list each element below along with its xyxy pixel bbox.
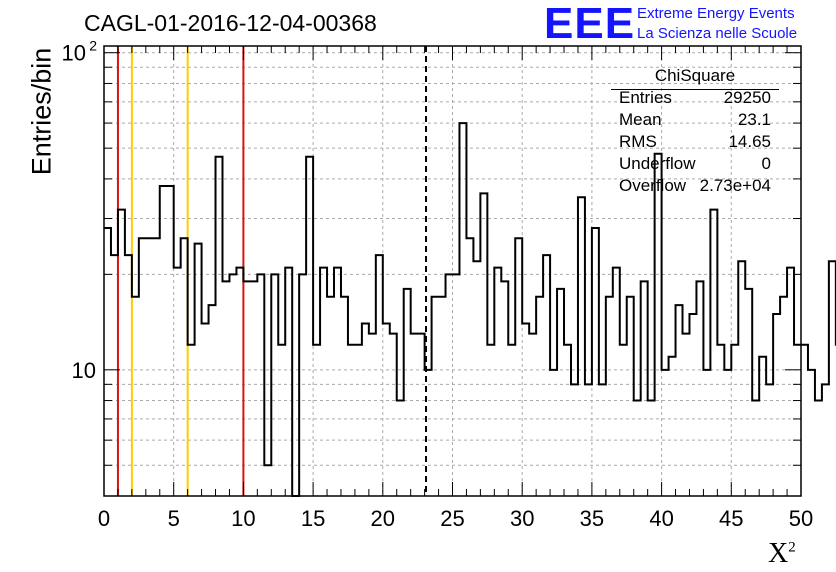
stats-value: 29250 <box>723 88 771 107</box>
stats-title: ChiSquare <box>654 66 736 85</box>
stats-key: Overflow <box>619 176 687 195</box>
stats-row-rms: RMS 14.65 <box>611 132 779 154</box>
x-tick-label: 25 <box>440 506 464 531</box>
x-axis-label-exponent: 2 <box>788 539 796 556</box>
stats-key: RMS <box>619 132 657 151</box>
x-tick-label: 35 <box>580 506 604 531</box>
stats-value: 2.73e+04 <box>699 176 771 195</box>
x-tick-label: 15 <box>301 506 325 531</box>
stats-value: 23.1 <box>737 110 771 129</box>
x-tick-label: 45 <box>719 506 743 531</box>
x-tick-label: 10 <box>231 506 255 531</box>
x-axis-label-base: X <box>768 538 789 569</box>
logo-line-1: Extreme Energy Events <box>637 5 795 22</box>
x-tick-label: 20 <box>371 506 395 531</box>
stats-value: 14.65 <box>728 132 771 151</box>
x-tick-label: 5 <box>168 506 180 531</box>
histogram-line <box>104 122 836 497</box>
stats-value: 0 <box>761 154 771 173</box>
y-tick-label: 10 <box>62 41 86 66</box>
stats-key: Mean <box>619 110 662 129</box>
y-tick-label: 10 <box>72 358 96 383</box>
x-tick-label: 50 <box>789 506 813 531</box>
logo-line-2: La Scienza nelle Scuole <box>637 25 798 42</box>
x-tick-label: 0 <box>98 506 110 531</box>
stats-box: ChiSquare Entries 29250 Mean 23.1 RMS 14.65… <box>611 66 779 198</box>
stats-key: Underflow <box>619 154 696 173</box>
stats-row-mean: Mean 23.1 <box>611 110 779 132</box>
plot-title: CAGL-01-2016-12-04-00368 <box>84 10 377 36</box>
x-axis-label: X2 <box>768 538 796 570</box>
y-axis-label: Entries/bin <box>26 47 57 176</box>
y-tick-exponent: 2 <box>89 38 97 54</box>
stats-key: Entries <box>619 88 672 107</box>
x-tick-label: 30 <box>510 506 534 531</box>
stats-divider <box>611 89 779 90</box>
stats-row-underflow: Underflow 0 <box>611 154 779 176</box>
stats-row-entries: Entries 29250 <box>611 88 779 110</box>
eee-logo: EEE <box>544 0 636 48</box>
x-tick-label: 40 <box>649 506 673 531</box>
stats-row-overflow: Overflow 2.73e+04 <box>611 176 779 198</box>
